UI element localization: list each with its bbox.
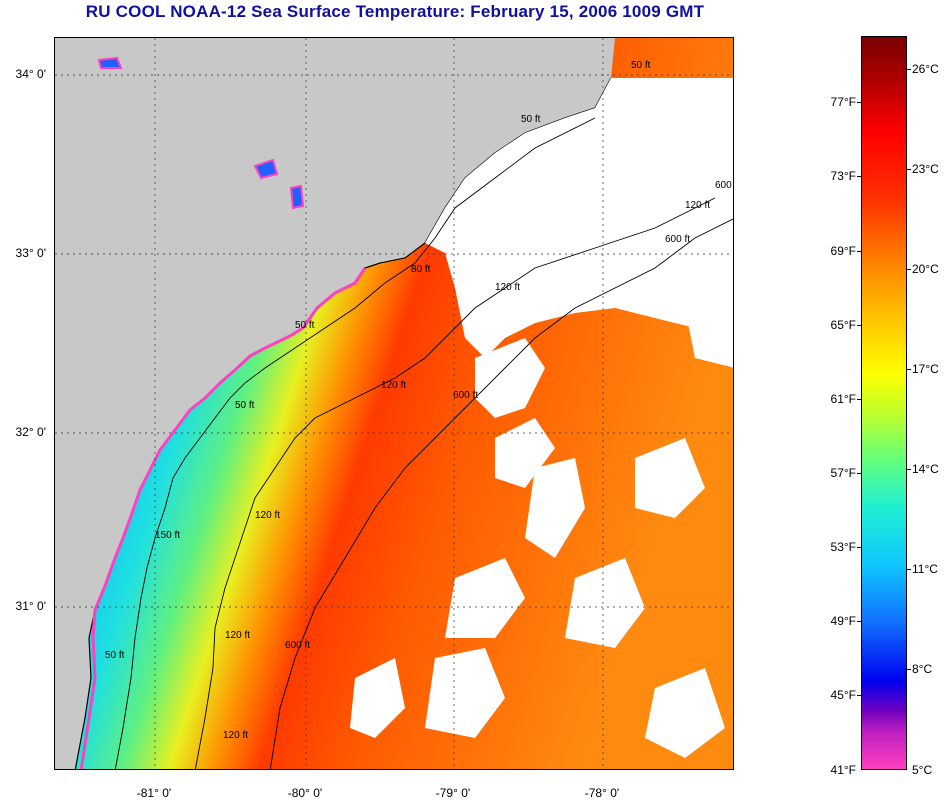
colorbar-c-label: 8°C [912,662,933,676]
cloud-patch-1 [475,338,545,418]
inland-lake-1 [253,158,279,180]
cloud-patch-5 [425,648,505,738]
coastal-cold-band [79,267,367,769]
colorbar-tick [906,269,911,270]
lon-label-79: -79° 0' [435,786,471,800]
isobath-contours [114,117,733,769]
inland-lake-2 [289,184,305,210]
colorbar-tick [857,695,862,696]
colorbar-c-label: 11°C [912,562,938,576]
colorbar-tick [857,251,862,252]
colorbar-c-label: 20°C [912,262,939,276]
isobath-label: 80 ft [411,264,431,275]
isobath-label: 50 ft [295,320,315,331]
colorbar-tick [906,369,911,370]
cloud-patch-4 [445,558,525,638]
temperature-colorbar [861,36,907,770]
colorbar-tick [857,399,862,400]
lat-label-33: 33° 0' [15,246,46,260]
colorbar-f-label: 77°F [830,95,856,109]
isobath-label: 120 ft [225,630,250,641]
isobath-label: 120 ft [255,510,280,521]
isobath-label: 120 ft [495,282,520,293]
isobath-label: 120 ft [381,380,406,391]
lat-label-31: 31° 0' [15,599,46,613]
lat-label-34: 34° 0' [15,67,46,81]
cloud-patch-10 [675,248,733,368]
colorbar-f-label: 65°F [830,318,856,332]
colorbar-tick [857,547,862,548]
colorbar-tick [906,169,911,170]
isobath-label: 50 ft [521,114,541,125]
isobath-label: 120 ft [685,200,710,211]
colorbar-f-label: 45°F [830,688,856,702]
colorbar-tick [857,176,862,177]
sst-map-canvas: 50 ft 50 ft 80 ft 120 ft 600 ft 120 ft 6… [55,38,734,769]
colorbar-c-label: 17°C [912,362,939,376]
cloud-cover-north [425,78,733,358]
isobath-label: 600 ft [453,390,478,401]
colorbar-tick [857,325,862,326]
colorbar-f-label: 61°F [830,392,856,406]
cloud-patch-2 [495,418,555,488]
colorbar-c-label: 14°C [912,462,939,476]
isobath-label: 600 ft [285,640,310,651]
colorbar-tick [906,669,911,670]
colorbar-c-label: 23°C [912,162,939,176]
colorbar-f-label: 41°F [830,763,856,777]
inland-lake-3 [97,56,123,69]
colorbar-tick [906,569,911,570]
lon-label-80: -80° 0' [287,786,323,800]
isobath-label: 50 ft [105,650,125,661]
cloud-patch-6 [565,558,645,648]
lon-label-78: -78° 0' [584,786,620,800]
colorbar-f-label: 73°F [830,169,856,183]
colorbar-tick [906,69,911,70]
colorbar-tick [906,469,911,470]
cloud-patch-9 [645,668,725,758]
cloud-patch-3 [525,458,585,558]
colorbar-tick [857,621,862,622]
cloud-patch-7 [635,438,705,518]
isobath-label: 150 ft [155,530,180,541]
map-title: RU COOL NOAA-12 Sea Surface Temperature:… [85,2,705,21]
isobath-label: 50 ft [631,60,651,71]
colorbar-c-label: 5°C [912,763,933,777]
lat-label-32: 32° 0' [15,425,46,439]
land-area [55,38,615,769]
isobath-label: 600 ft [715,180,734,191]
colorbar-f-label: 69°F [830,244,856,258]
isobath-label: 120 ft [223,730,248,741]
colorbar-f-label: 57°F [830,466,856,480]
colorbar-c-label: 26°C [912,62,939,76]
colorbar-f-label: 53°F [830,540,856,554]
colorbar-tick [857,473,862,474]
lon-label-81: -81° 0' [136,786,172,800]
isobath-label: 600 ft [665,234,690,245]
colorbar-tick [857,102,862,103]
cloud-patch-8 [350,658,405,738]
isobath-label: 50 ft [235,400,255,411]
sst-map[interactable]: 50 ft 50 ft 80 ft 120 ft 600 ft 120 ft 6… [54,37,734,770]
graticule [55,38,733,769]
colorbar-f-label: 49°F [830,614,856,628]
